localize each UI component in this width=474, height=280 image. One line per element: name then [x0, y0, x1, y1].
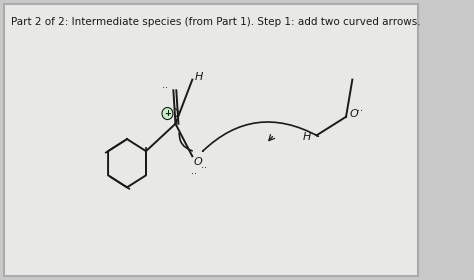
FancyArrowPatch shape	[175, 109, 179, 117]
Text: Part 2 of 2: Intermediate species (from Part 1). Step 1: add two curved arrows.: Part 2 of 2: Intermediate species (from …	[11, 17, 421, 27]
FancyArrowPatch shape	[203, 122, 319, 151]
Text: +: +	[164, 109, 171, 118]
Text: H: H	[303, 132, 311, 142]
FancyArrowPatch shape	[179, 133, 192, 151]
Circle shape	[162, 108, 173, 120]
Text: ··: ··	[191, 169, 197, 179]
Text: ··: ··	[162, 83, 168, 93]
Text: ··: ··	[201, 163, 207, 173]
Text: O: O	[349, 109, 358, 120]
Text: H: H	[195, 72, 203, 82]
Polygon shape	[4, 4, 419, 276]
Text: O: O	[194, 157, 203, 167]
Text: ··: ··	[356, 106, 363, 116]
